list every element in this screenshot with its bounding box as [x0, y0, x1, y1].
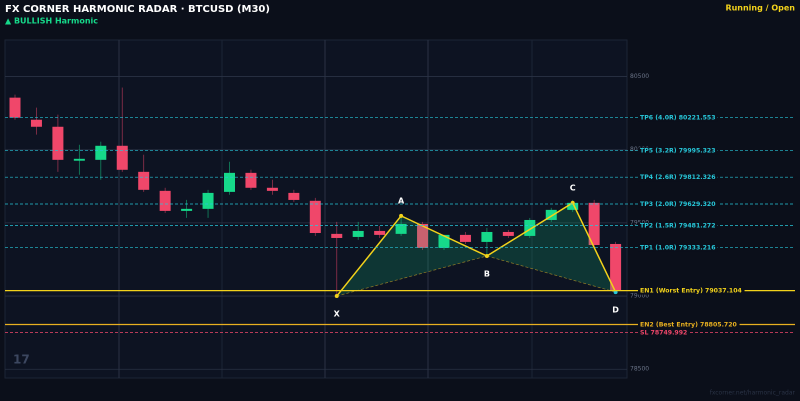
- candle-body: [567, 202, 579, 210]
- level-label-bg: [638, 147, 718, 155]
- level-label: EN2 (Best Entry) 78805.720: [640, 321, 738, 328]
- candle-body: [245, 172, 257, 188]
- level-label-bg: [638, 321, 740, 329]
- candle-body: [545, 209, 557, 220]
- candle-body: [138, 171, 150, 190]
- status: Running / Open: [725, 4, 795, 13]
- level-label: SL 78749.992: [640, 330, 687, 337]
- candle-body: [116, 145, 128, 170]
- level-label-bg: [638, 287, 745, 295]
- pattern-diagonal: [336, 255, 487, 297]
- level-label: TP1 (1.0R) 79333.216: [640, 244, 716, 251]
- candle-body: [610, 243, 622, 291]
- candle-body: [374, 230, 386, 235]
- title: FX CORNER HARMONIC RADAR · BTCUSD (M30): [5, 4, 270, 15]
- candle-body: [481, 231, 493, 242]
- pattern-label: B: [484, 269, 490, 278]
- candle-body: [224, 172, 235, 192]
- level-label-bg: [638, 244, 718, 252]
- pattern-fill: [336, 215, 487, 297]
- pattern-point: [399, 213, 404, 218]
- candle-body: [181, 208, 193, 211]
- level-label: TP5 (3.2R) 79995.323: [640, 147, 716, 154]
- pattern-point: [484, 253, 489, 258]
- candle-body: [52, 126, 64, 160]
- candle-body: [417, 223, 429, 248]
- y-tick-label: 78500: [630, 366, 649, 373]
- candle-body: [266, 187, 278, 191]
- level-label: TP3 (2.0R) 79629.320: [640, 201, 716, 208]
- candle-body: [73, 158, 85, 161]
- candle-body: [395, 223, 407, 234]
- level-label-bg: [638, 200, 719, 208]
- candle-body: [309, 200, 321, 233]
- candle-body: [288, 192, 300, 200]
- candle-body: [438, 234, 450, 248]
- candle-body: [95, 145, 107, 160]
- level-label: TP6 (4.0R) 80221.553: [640, 114, 716, 121]
- candle-body: [502, 231, 514, 236]
- candle-body: [352, 230, 364, 237]
- level-label-bg: [638, 174, 718, 182]
- candle-body: [9, 97, 21, 118]
- candle-body: [159, 190, 171, 211]
- pattern-label: D: [612, 306, 619, 315]
- pattern-label: C: [570, 183, 576, 192]
- pattern-point: [334, 294, 339, 299]
- pattern-label: A: [398, 196, 405, 205]
- level-label: EN1 (Worst Entry) 79037.104: [640, 288, 743, 295]
- pattern-label: X: [334, 310, 341, 319]
- logo: 17: [13, 353, 30, 367]
- candle-body: [459, 234, 471, 242]
- candle-body: [524, 219, 536, 236]
- level-label: TP2 (1.5R) 79481.272: [640, 223, 716, 230]
- y-tick-label: 80500: [630, 73, 649, 80]
- candle-body: [331, 233, 343, 238]
- level-label-bg: [638, 329, 690, 337]
- candle-body: [30, 119, 42, 127]
- level-label-bg: [638, 114, 718, 122]
- watermark: fxcorner.net/harmonic_radar: [710, 390, 796, 397]
- level-label: TP4 (2.6R) 79812.326: [640, 174, 716, 181]
- y-tick-label: 79000: [630, 293, 649, 300]
- pattern-diagonal: [486, 255, 616, 293]
- candle-body: [202, 192, 214, 209]
- subtitle: ▲ BULLISH Harmonic: [5, 17, 98, 26]
- level-label-bg: [638, 222, 718, 230]
- candle-body: [588, 202, 600, 245]
